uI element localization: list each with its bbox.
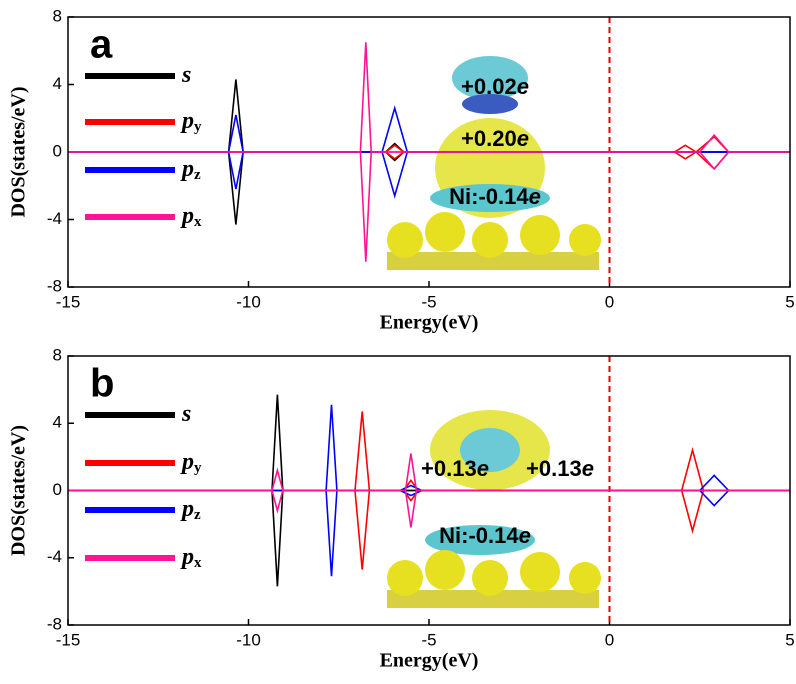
plot-frame (67, 16, 791, 288)
atom (520, 552, 560, 592)
legend-label: pz (180, 156, 201, 184)
x-tick-label: -5 (421, 630, 436, 649)
charge-annotation: Ni:-0.14e (449, 184, 541, 209)
legend-label: s (181, 62, 191, 88)
dos-line (68, 151, 790, 225)
inset-b (387, 410, 601, 608)
y-tick-label: 4 (53, 74, 62, 93)
isosurface (430, 184, 550, 212)
isosurface (462, 94, 518, 114)
y-tick-label: -4 (47, 547, 62, 566)
x-tick-label: 5 (785, 292, 794, 311)
substrate (387, 252, 599, 270)
y-tick-label: 4 (53, 413, 62, 432)
x-axis-label: Energy(eV) (380, 312, 479, 334)
panel-label: b (90, 362, 114, 406)
x-axis-label: Energy(eV) (380, 650, 479, 672)
charge-annotation: +0.02e (461, 74, 529, 99)
x-tick-label: 0 (605, 630, 614, 649)
charge-annotation: +0.13e (526, 456, 594, 481)
dos-line (68, 79, 790, 153)
dos-line (68, 105, 790, 153)
dos-line (68, 135, 790, 153)
dos-line (68, 404, 790, 492)
atom (520, 215, 560, 255)
panel-label: a (90, 23, 113, 67)
y-axis-label: DOS(states/eV) (8, 86, 30, 217)
y-tick-label: 0 (53, 480, 62, 499)
dos-line (68, 151, 790, 199)
atom (569, 562, 601, 594)
dos-line (68, 411, 790, 492)
isosurface (460, 428, 520, 472)
x-tick-label: 0 (605, 292, 614, 311)
dos-line (68, 151, 790, 262)
inset-a (387, 56, 601, 270)
dos-line (68, 489, 790, 570)
legend-label: px (180, 544, 202, 572)
legend-label: s (181, 401, 191, 427)
y-tick-label: 0 (53, 141, 62, 160)
atom (425, 212, 465, 252)
atom (387, 560, 423, 596)
y-tick-label: 8 (53, 345, 62, 364)
dos-line (68, 42, 790, 153)
x-tick-label: -15 (56, 292, 81, 311)
legend-label: py (180, 449, 202, 477)
x-tick-label: -5 (421, 292, 436, 311)
dos-line (68, 150, 790, 171)
atom (387, 222, 423, 258)
y-tick-label: -8 (47, 276, 62, 295)
legend-label: pz (180, 496, 201, 524)
charge-annotation: Ni:-0.14e (439, 523, 531, 548)
legend-label: py (180, 108, 202, 136)
dos-line (68, 489, 790, 577)
x-tick-label: -15 (56, 630, 81, 649)
isosurface (452, 56, 528, 100)
charge-annotation: +0.13e (421, 456, 489, 481)
isosurface (425, 525, 535, 555)
x-tick-label: 5 (785, 630, 794, 649)
atom (472, 222, 508, 258)
legend-label: px (180, 203, 202, 231)
y-axis-label: DOS(states/eV) (8, 425, 30, 556)
atom (425, 550, 465, 590)
y-tick-label: -8 (47, 614, 62, 633)
atom (569, 224, 601, 256)
y-tick-label: -4 (47, 209, 62, 228)
substrate (387, 590, 599, 608)
x-tick-label: -10 (236, 630, 261, 649)
atom (472, 560, 508, 596)
plot-frame (67, 355, 791, 626)
charge-annotation: +0.20e (461, 126, 529, 151)
y-tick-label: 8 (53, 6, 62, 25)
x-tick-label: -10 (236, 292, 261, 311)
dos-line (68, 489, 790, 528)
